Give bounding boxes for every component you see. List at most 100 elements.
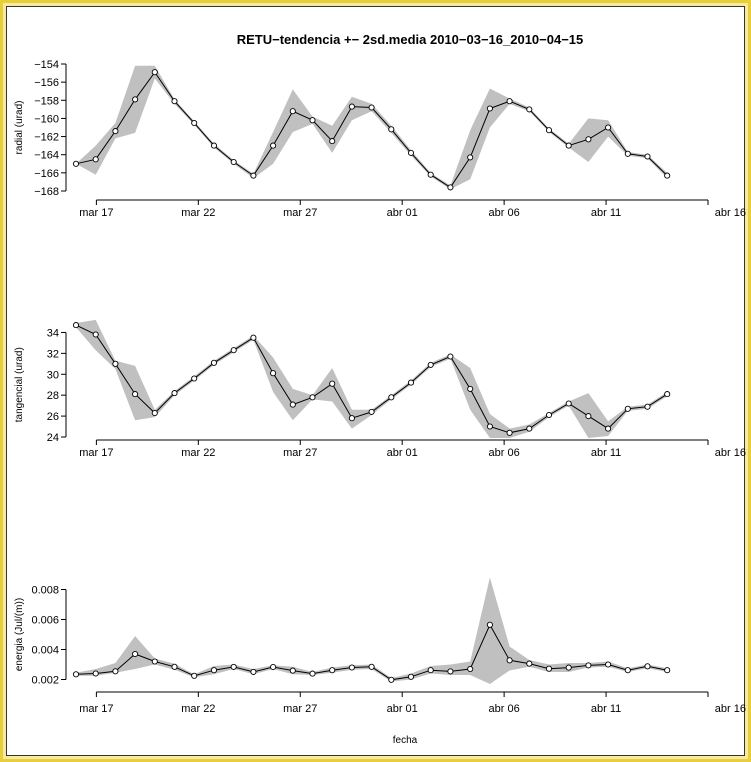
x-tick-label: abr 16	[715, 703, 746, 715]
confidence-band	[76, 319, 668, 438]
data-point	[250, 668, 257, 675]
data-point	[329, 667, 336, 674]
data-point	[565, 142, 572, 149]
data-point	[467, 154, 474, 161]
confidence-band	[76, 65, 668, 190]
data-point	[171, 98, 178, 105]
data-point	[191, 672, 198, 679]
data-point	[92, 331, 99, 338]
data-point	[151, 69, 158, 76]
data-point	[526, 660, 533, 667]
data-point	[644, 153, 651, 160]
data-point	[72, 671, 80, 678]
data-point	[132, 650, 139, 658]
data-point	[605, 425, 612, 432]
data-point	[467, 665, 474, 673]
data-point	[644, 663, 651, 670]
panel-3: 0.002 0.004 0.006 0.008 energia (Jul/(m)) mar…	[14, 577, 746, 715]
series-line	[75, 623, 668, 681]
data-point	[250, 334, 257, 341]
data-point	[329, 380, 336, 387]
panel-1: −154 −156 −158 −160 −162 −164 −166 −168 radial (…	[14, 59, 746, 219]
y-tick-label: 28	[47, 390, 59, 402]
data-point	[447, 668, 454, 675]
y-tick-label: −158	[34, 95, 59, 107]
x-tick-label: abr 11	[591, 447, 621, 459]
data-point	[112, 360, 119, 367]
data-point	[132, 96, 139, 103]
y-tick-label: 32	[47, 348, 59, 360]
data-point	[368, 104, 375, 111]
data-point	[289, 401, 296, 408]
x-tick-label: abr 11	[591, 207, 621, 219]
data-point	[624, 667, 631, 674]
y-axis-title: energia (Jul/(m))	[14, 598, 25, 671]
data-point	[467, 385, 474, 392]
data-point	[486, 105, 493, 112]
data-point	[92, 156, 99, 163]
y-tick-label: −166	[34, 168, 59, 180]
x-tick-label: abr 11	[591, 703, 621, 715]
y-tick-label: −160	[34, 113, 59, 125]
x-tick-label: abr 01	[387, 703, 418, 715]
data-point	[486, 621, 493, 628]
panels: −154 −156 −158 −160 −162 −164 −166 −168 radial (…	[14, 59, 746, 715]
chart-title: RETU−tendencia +− 2sd.media 2010−03−16_2…	[237, 32, 584, 47]
x-tick-label: abr 16	[715, 207, 746, 219]
x-axis-title: fecha	[393, 735, 418, 746]
data-point	[309, 394, 316, 401]
x-tick-label: mar 27	[283, 703, 317, 715]
confidence-band	[76, 577, 668, 684]
y-tick-label: −162	[34, 132, 59, 144]
data-point	[407, 149, 415, 156]
data-point	[210, 142, 218, 149]
data-point	[210, 667, 218, 674]
x-tick-label: mar 22	[181, 447, 215, 459]
x-tick-label: abr 06	[489, 447, 520, 459]
panel-2: 24 26 28 30 32 34 tangencial (urad) mar 17 mar 2…	[14, 319, 746, 459]
data-point	[388, 126, 395, 133]
data-point	[112, 668, 119, 675]
y-tick-label: 0.004	[31, 645, 59, 657]
data-point	[171, 663, 178, 670]
data-point	[585, 413, 592, 420]
data-point	[250, 172, 257, 179]
data-point	[565, 400, 572, 407]
data-point	[191, 119, 198, 127]
data-point	[112, 128, 119, 135]
data-point	[526, 106, 533, 113]
x-tick-label: abr 16	[715, 447, 746, 459]
data-point	[151, 409, 158, 417]
data-point	[664, 172, 671, 179]
y-tick-label: 30	[47, 369, 59, 381]
y-tick-label: −168	[34, 186, 59, 198]
y-tick-label: −164	[34, 150, 59, 162]
data-point	[664, 667, 671, 674]
data-point	[585, 136, 592, 143]
data-point	[171, 390, 178, 397]
data-point	[210, 359, 218, 366]
data-point	[585, 662, 592, 669]
x-tick-label: abr 01	[387, 447, 418, 459]
data-point	[348, 664, 355, 671]
data-point	[289, 667, 296, 674]
y-tick-label: 24	[47, 432, 59, 444]
y-tick-label: 0.008	[31, 585, 59, 597]
data-point	[72, 160, 80, 167]
data-point	[447, 184, 454, 191]
x-tick-label: abr 06	[489, 207, 520, 219]
x-tick-label: abr 01	[387, 207, 418, 219]
y-tick-label: −156	[34, 77, 59, 89]
data-point	[624, 405, 631, 412]
data-point	[506, 98, 513, 105]
x-tick-label: mar 17	[79, 447, 113, 459]
data-point	[506, 429, 513, 436]
data-point	[270, 663, 277, 671]
data-point	[368, 408, 375, 415]
data-point	[545, 127, 553, 134]
data-point	[545, 665, 553, 672]
data-point	[132, 391, 139, 398]
y-tick-label: 34	[47, 327, 59, 339]
data-point	[92, 670, 99, 677]
